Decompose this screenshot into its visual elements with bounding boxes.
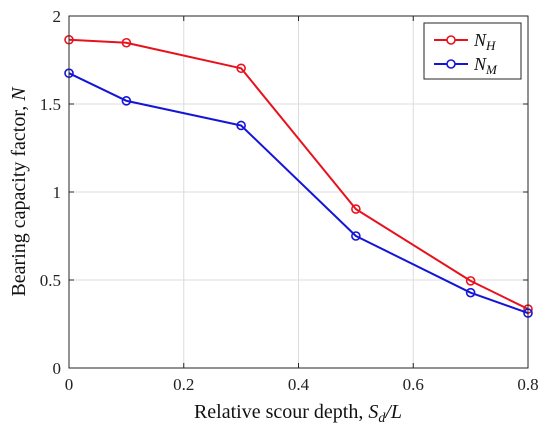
- y-tick-label: 0: [53, 359, 62, 378]
- x-tick-label: 0.6: [403, 375, 424, 394]
- data-point-n-m: [465, 287, 476, 298]
- data-point-n-h: [465, 276, 476, 286]
- x-tick-label: 0.2: [173, 375, 194, 394]
- legend-marker-n-h: [446, 35, 456, 45]
- legend-marker-n-m: [446, 59, 456, 69]
- legend-label-n-h: NH: [473, 30, 496, 53]
- ticks: [68, 15, 529, 369]
- x-tick-label: 0.4: [288, 375, 310, 394]
- data-point-n-m: [351, 231, 361, 241]
- y-tick-label: 2: [53, 7, 62, 26]
- y-tick-label: 1: [53, 183, 62, 202]
- data-point-n-h: [121, 37, 132, 48]
- legend-label-n-m: NM: [473, 54, 498, 77]
- data-point-n-m: [121, 96, 132, 106]
- y-tick-label: 0.5: [40, 271, 61, 290]
- x-tick-label: 0.8: [517, 375, 538, 394]
- data-point-n-h: [351, 204, 361, 214]
- data-point-n-h: [236, 63, 246, 74]
- series-line-n-h: [68, 38, 529, 310]
- y-tick-label: 1.5: [40, 95, 61, 114]
- tick-labels: 0 0.2 0.4 0.6 0.8 0 0.5 1 1.5 2: [40, 7, 539, 394]
- x-axis-label: Relative scour depth, Sd/L: [194, 401, 402, 426]
- data-point-n-m: [236, 120, 246, 131]
- series-line-n-m: [68, 72, 529, 315]
- x-tick-label: 0: [65, 375, 74, 394]
- y-axis-label: Bearing capacity factor, N: [8, 86, 30, 297]
- legend-box: [423, 22, 522, 80]
